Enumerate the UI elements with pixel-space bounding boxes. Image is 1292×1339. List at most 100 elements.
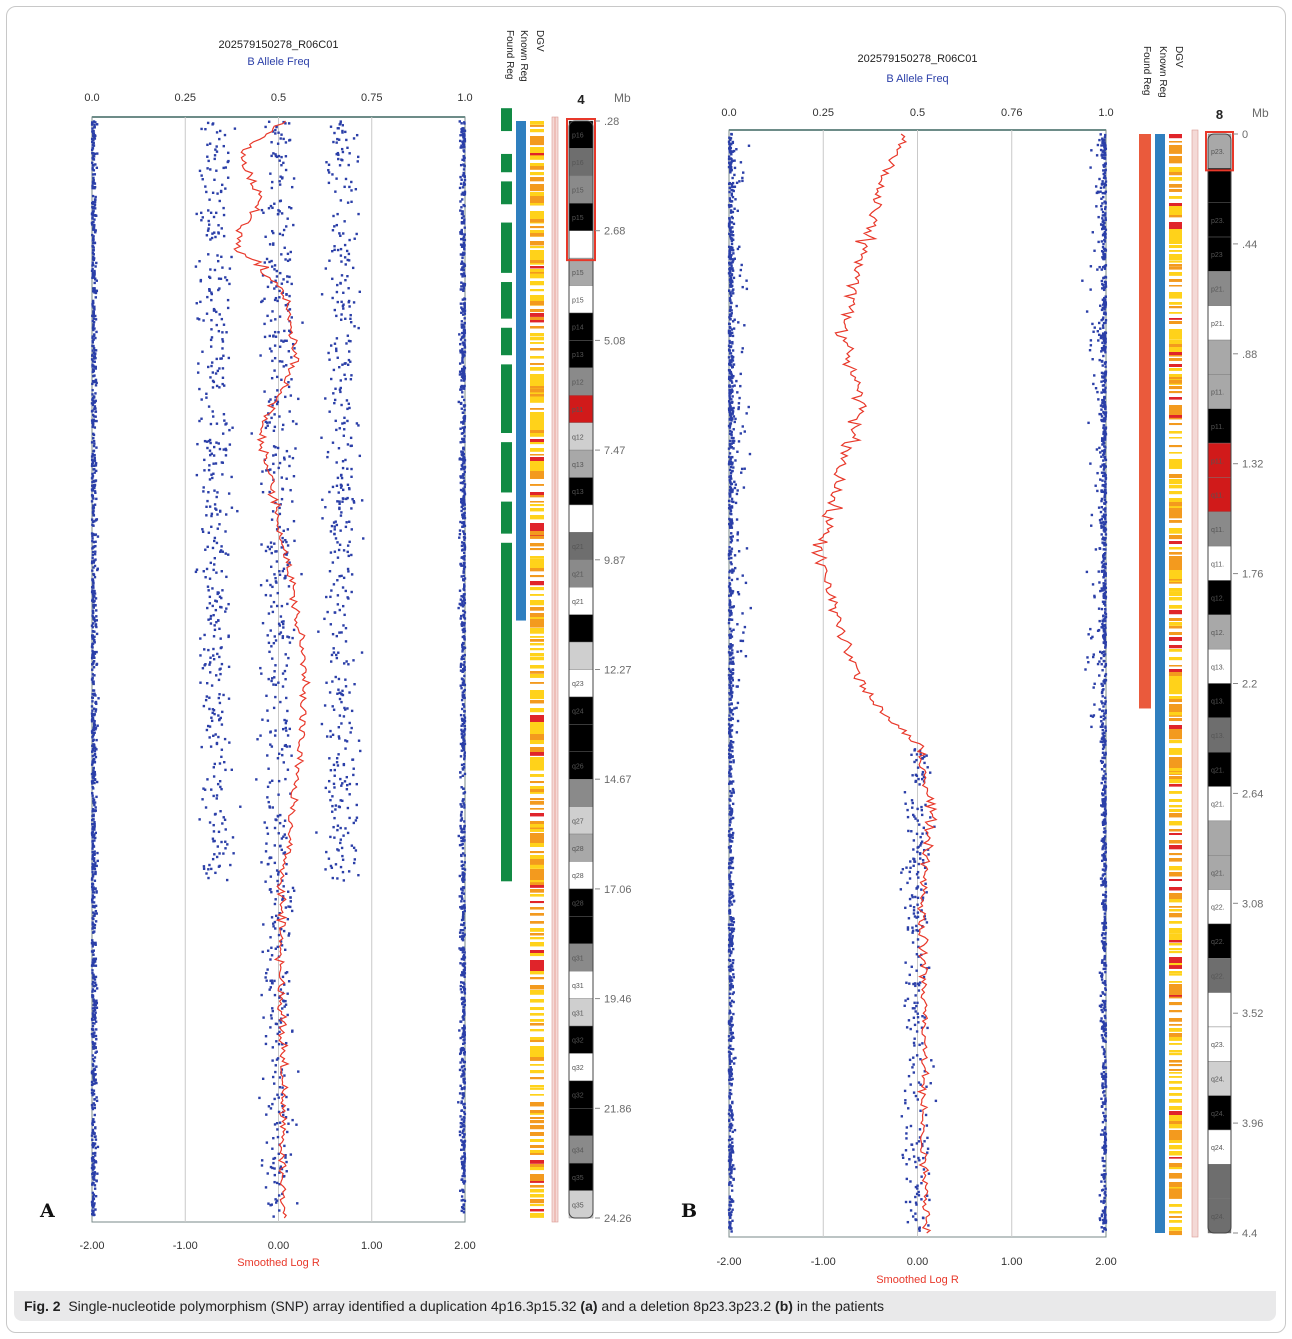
baf-point xyxy=(277,622,281,626)
baf-point xyxy=(91,1159,94,1162)
baf-point xyxy=(728,703,731,706)
baf-point xyxy=(463,483,467,486)
baf-point xyxy=(93,471,96,474)
baf-point xyxy=(463,992,467,995)
baf-point xyxy=(320,436,323,439)
baf-point xyxy=(350,528,353,531)
baf-point xyxy=(1087,633,1090,636)
baf-point xyxy=(462,387,465,390)
baf-point xyxy=(93,914,96,917)
baf-point xyxy=(350,573,354,576)
baf-point xyxy=(282,365,285,368)
baf-point xyxy=(463,1031,466,1034)
dgv-stripe xyxy=(530,559,544,563)
baf-point xyxy=(339,865,343,869)
baf-point xyxy=(461,158,464,162)
baf-point xyxy=(280,748,284,751)
baf-point xyxy=(273,1167,276,1170)
dgv-stripe xyxy=(530,568,544,572)
dgv-stripe xyxy=(530,913,544,916)
baf-point xyxy=(1104,537,1107,540)
dgv-stripe xyxy=(530,1094,544,1096)
dgv-stripe xyxy=(530,386,544,389)
baf-point xyxy=(93,185,97,189)
bottom-tick-label: -1.00 xyxy=(811,1256,836,1268)
baf-point xyxy=(283,744,287,747)
baf-point xyxy=(92,886,95,889)
baf-point xyxy=(1104,590,1108,594)
baf-point xyxy=(227,665,231,669)
baf-point xyxy=(730,537,733,541)
baf-point xyxy=(94,1195,98,1198)
baf-point xyxy=(730,375,733,379)
baf-point xyxy=(94,163,97,166)
baf-point xyxy=(91,132,95,135)
baf-point xyxy=(91,709,94,712)
baf-point xyxy=(1104,673,1108,676)
baf-point xyxy=(1102,372,1105,375)
baf-point xyxy=(339,282,342,285)
baf-point xyxy=(94,904,98,908)
baf-point xyxy=(461,253,464,257)
baf-point xyxy=(274,296,278,300)
baf-point xyxy=(280,133,283,136)
baf-point xyxy=(342,434,346,437)
baf-point xyxy=(94,296,97,299)
baf-point xyxy=(459,742,463,746)
dgv-stripe xyxy=(530,394,544,397)
baf-point xyxy=(1102,636,1105,639)
baf-point xyxy=(283,339,286,342)
baf-point xyxy=(282,423,285,427)
chromosome-band xyxy=(568,148,594,177)
baf-point xyxy=(341,689,344,693)
baf-point xyxy=(91,393,94,396)
baf-point xyxy=(91,776,94,779)
baf-point xyxy=(463,204,466,208)
baf-point xyxy=(218,762,222,765)
baf-point xyxy=(220,357,223,360)
baf-point xyxy=(463,145,466,149)
baf-point xyxy=(91,267,94,271)
baf-point xyxy=(211,371,215,374)
baf-point xyxy=(260,861,263,864)
baf-point xyxy=(208,505,212,508)
baf-point xyxy=(345,788,349,791)
baf-point xyxy=(206,606,209,610)
baf-point xyxy=(735,304,738,308)
dgv-stripe xyxy=(530,439,544,443)
baf-point xyxy=(212,215,216,219)
baf-point xyxy=(95,780,99,784)
baf-point xyxy=(730,547,734,550)
dgv-stripe xyxy=(530,674,544,678)
baf-point xyxy=(95,615,98,618)
baf-point xyxy=(283,1144,286,1148)
baf-point xyxy=(273,635,276,638)
baf-point xyxy=(461,601,464,605)
baf-point xyxy=(207,253,210,256)
baf-point xyxy=(1103,388,1107,392)
baf-point xyxy=(732,327,736,330)
baf-point xyxy=(220,545,223,548)
baf-point xyxy=(1104,528,1108,531)
panel-letter: A xyxy=(39,1200,55,1222)
baf-point xyxy=(729,397,732,401)
baf-point xyxy=(463,753,466,756)
baf-point xyxy=(349,317,352,321)
baf-point xyxy=(462,336,465,339)
baf-point xyxy=(460,1087,464,1091)
baf-point xyxy=(330,589,333,592)
baf-point xyxy=(209,617,212,620)
baf-point xyxy=(202,865,206,868)
baf-point xyxy=(92,206,95,209)
baf-point xyxy=(91,1042,95,1046)
baf-point xyxy=(259,666,262,670)
baf-point xyxy=(217,232,220,235)
baf-point xyxy=(457,400,460,404)
baf-point xyxy=(727,182,731,186)
baf-point xyxy=(1087,421,1090,425)
baf-point xyxy=(93,1022,96,1025)
baf-point xyxy=(264,235,267,238)
baf-point xyxy=(460,178,463,181)
position-tick-label: 17.06 xyxy=(604,884,632,896)
baf-point xyxy=(91,239,95,242)
